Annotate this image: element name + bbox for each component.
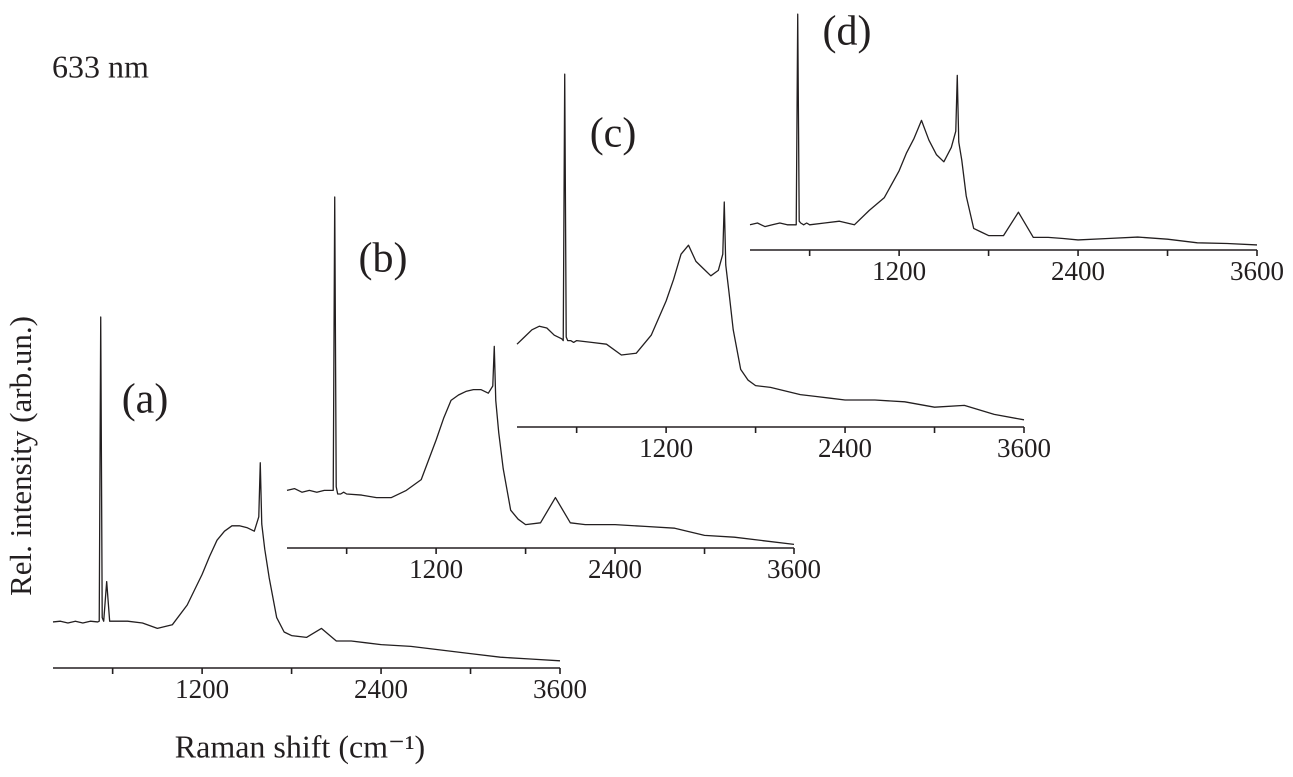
- x-tick-label: 1200: [175, 674, 229, 704]
- panel-label: (b): [359, 236, 408, 282]
- spectrum-line: [52, 316, 561, 662]
- spectrum-line: [286, 196, 795, 546]
- spectrum-line: [749, 13, 1258, 246]
- x-tick-label: 3600: [997, 433, 1051, 463]
- x-tick-label: 2400: [588, 554, 642, 584]
- x-tick-label: 2400: [1051, 256, 1105, 286]
- x-tick-label: 3600: [767, 554, 821, 584]
- panel-label: (c): [590, 111, 637, 157]
- x-tick-label: 1200: [409, 554, 463, 584]
- x-tick-label: 2400: [818, 433, 872, 463]
- x-tick-label: 1200: [872, 256, 926, 286]
- x-tick-label: 1200: [639, 433, 693, 463]
- x-tick-label: 3600: [533, 674, 587, 704]
- x-axis-title: Raman shift (cm⁻¹): [175, 728, 425, 764]
- spectrum-line: [516, 73, 1025, 421]
- x-tick-label: 2400: [354, 674, 408, 704]
- y-axis-title: Rel. intensity (arb.un.): [3, 316, 38, 596]
- panel-label: (a): [122, 377, 169, 423]
- panel-label: (d): [823, 9, 872, 55]
- x-tick-label: 3600: [1230, 256, 1284, 286]
- annotation: 633 nm: [52, 48, 149, 84]
